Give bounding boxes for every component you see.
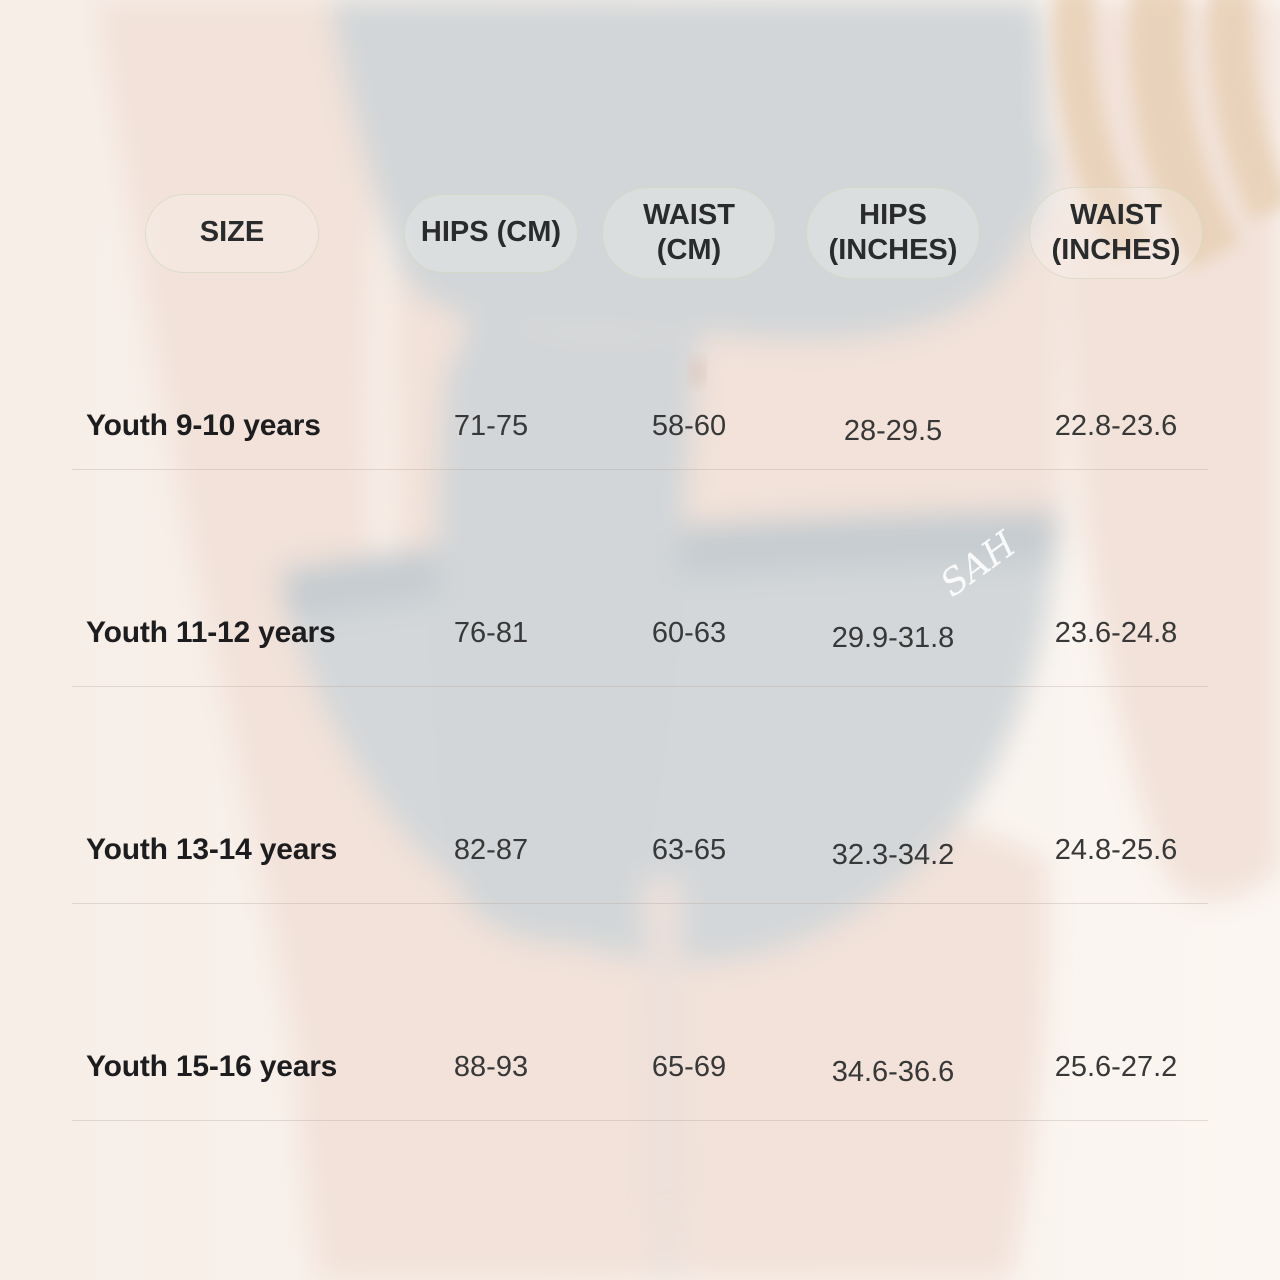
waist-in-value: 23.6-24.8 — [1054, 617, 1178, 649]
navel-mark — [690, 359, 704, 385]
leg-gap-shadow — [640, 880, 686, 1280]
waist-in-value: 24.8-25.6 — [1054, 834, 1178, 866]
waist-cm-value: 65-69 — [651, 1051, 727, 1083]
size-label: Youth 15-16 years — [86, 1050, 338, 1083]
hips-cm-value: 88-93 — [453, 1051, 529, 1083]
header-pill-size: SIZE — [145, 193, 319, 273]
hips-in-value: 32.3-34.2 — [831, 839, 955, 871]
hips-in-value: 28-29.5 — [843, 415, 943, 447]
waist-in-value: 22.8-23.6 — [1054, 410, 1178, 442]
header-pill-hips-inches: HIPS (INCHES) — [806, 186, 980, 280]
table-row: Youth 15-16 years 88-93 65-69 34.6-36.6 … — [72, 904, 1208, 1121]
header-pill-hips-cm: HIPS (CM) — [404, 193, 578, 273]
table-row: Youth 13-14 years 82-87 63-65 32.3-34.2 … — [72, 687, 1208, 904]
size-label: Youth 13-14 years — [86, 833, 338, 866]
waist-cm-value: 63-65 — [651, 834, 727, 866]
table-row: Youth 9-10 years 71-75 58-60 28-29.5 22.… — [72, 283, 1208, 470]
hips-in-value: 29.9-31.8 — [831, 622, 955, 654]
size-label: Youth 9-10 years — [86, 409, 321, 442]
hips-cm-value: 82-87 — [453, 834, 529, 866]
waist-cm-value: 60-63 — [651, 617, 727, 649]
table-body: Youth 9-10 years 71-75 58-60 28-29.5 22.… — [72, 283, 1208, 1121]
header-pill-waist-inches: WAIST (INCHES) — [1029, 186, 1203, 280]
table-row: Youth 11-12 years 76-81 60-63 29.9-31.8 … — [72, 470, 1208, 687]
size-label: Youth 11-12 years — [86, 616, 336, 649]
table-header-row: SIZE HIPS (CM) WAIST (CM) HIPS (INCHES) … — [72, 183, 1208, 283]
header-pill-waist-cm: WAIST (CM) — [602, 186, 776, 280]
hips-cm-value: 71-75 — [453, 410, 529, 442]
size-chart-table: SIZE HIPS (CM) WAIST (CM) HIPS (INCHES) … — [72, 183, 1208, 1121]
hips-in-value: 34.6-36.6 — [831, 1056, 955, 1088]
waist-in-value: 25.6-27.2 — [1054, 1051, 1178, 1083]
waist-cm-value: 58-60 — [651, 410, 727, 442]
hips-cm-value: 76-81 — [453, 617, 529, 649]
